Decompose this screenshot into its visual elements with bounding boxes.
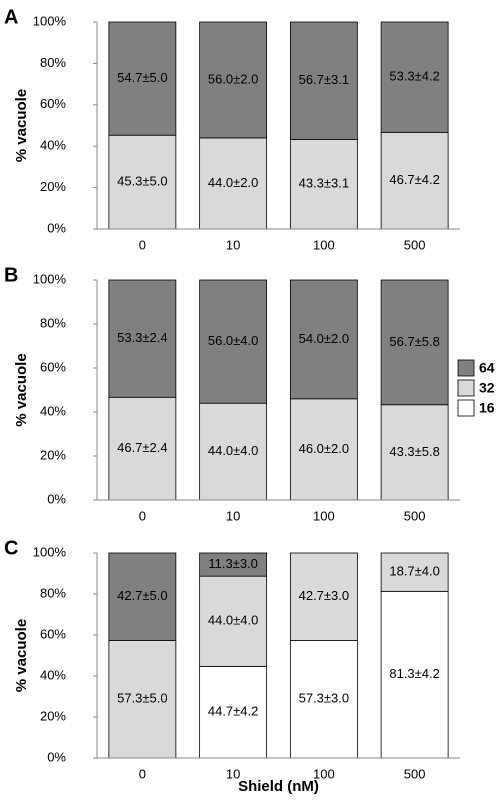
y-tick-label: 100% [33,271,67,286]
x-tick-label: 10 [226,508,240,523]
y-tick-label: 80% [40,315,66,330]
x-tick-label: 500 [404,237,426,252]
y-tick-label: 40% [40,667,66,682]
bar-segment [199,552,268,577]
x-tick-label: 100 [313,508,335,523]
bar-segment [289,279,358,400]
legend-swatch [457,399,475,417]
x-tick-label: 0 [139,508,146,523]
panel-label: A [4,6,18,28]
bar-segment [108,21,177,136]
value-label: 57.3±5.0 [117,691,168,706]
value-label: 53.3±4.2 [389,69,440,84]
x-tick-label: 10 [226,237,240,252]
bar-segment [108,396,177,501]
value-label: 56.7±5.8 [389,334,440,349]
bar-segment [108,279,177,398]
value-label: 44.0±4.0 [208,613,259,628]
x-tick-label: 0 [139,237,146,252]
y-tick-label: 0% [47,220,66,235]
legend-label: 64 [479,360,495,376]
x-tick-label: 10 [226,766,240,781]
value-label: 54.0±2.0 [299,331,350,346]
bar-segment [199,137,268,230]
legend-label: 16 [479,400,495,416]
value-label: 44.7±4.2 [208,704,259,719]
value-label: 54.7±5.0 [117,70,168,85]
value-label: 44.0±2.0 [208,175,259,190]
bar-segment [199,575,268,667]
y-tick-label: 60% [40,626,66,641]
value-label: 42.7±3.0 [299,588,350,603]
x-tick-label: 100 [313,237,335,252]
value-label: 45.3±5.0 [117,174,168,189]
bar-segment [380,404,449,501]
value-label: 42.7±5.0 [117,588,168,603]
legend-swatch [457,359,475,377]
bar-segment [380,279,449,406]
panel-label: B [4,264,18,286]
y-tick-label: 20% [40,179,66,194]
value-label: 46.7±2.4 [117,440,168,455]
y-tick-label: 60% [40,96,66,111]
bar-segment [199,665,268,759]
y-tick-label: 40% [40,403,66,418]
y-tick-label: 20% [40,708,66,723]
x-axis-label: Shield (nM) [238,778,319,795]
value-label: 56.0±2.0 [208,71,259,86]
y-axis-label: % vacuole [13,619,30,692]
x-tick-label: 100 [313,766,335,781]
x-tick-label: 500 [404,766,426,781]
bar-segment [380,590,449,759]
value-label: 53.3±2.4 [117,330,168,345]
y-tick-label: 60% [40,359,66,374]
y-tick-label: 20% [40,447,66,462]
y-tick-label: 100% [33,13,67,28]
bar-segment [289,552,358,641]
bar-segment [199,402,268,501]
legend-label: 32 [479,380,495,396]
value-label: 81.3±4.2 [389,666,440,681]
value-label: 43.3±3.1 [299,176,350,191]
y-tick-label: 80% [40,55,66,70]
y-tick-label: 80% [40,585,66,600]
value-label: 11.3±3.0 [208,556,258,571]
legend-swatch [457,379,475,397]
bar-segment [380,131,449,230]
value-label: 43.3±5.8 [389,444,440,459]
bar-segment [199,21,268,139]
bar-segment [380,552,449,592]
x-tick-label: 500 [404,508,426,523]
y-axis-label: % vacuole [13,89,30,162]
y-tick-label: 0% [47,749,66,764]
value-label: 18.7±4.0 [389,564,440,579]
value-label: 46.7±4.2 [389,172,440,187]
bar-segment [289,21,358,140]
y-tick-label: 100% [33,544,67,559]
y-tick-label: 0% [47,491,66,506]
panel-label: C [4,537,18,559]
bar-segment [380,21,449,133]
y-axis-label: % vacuole [13,353,30,426]
bar-segment [199,279,268,404]
value-label: 46.0±2.0 [299,441,350,456]
y-tick-label: 40% [40,138,66,153]
value-label: 57.3±3.0 [299,691,350,706]
x-tick-label: 0 [139,766,146,781]
bar-segment [108,552,177,641]
value-label: 44.0±4.0 [208,443,259,458]
bar-segment [289,138,358,230]
value-label: 56.0±4.0 [208,333,259,348]
value-label: 56.7±3.1 [299,72,350,87]
bar-segment [108,640,177,759]
